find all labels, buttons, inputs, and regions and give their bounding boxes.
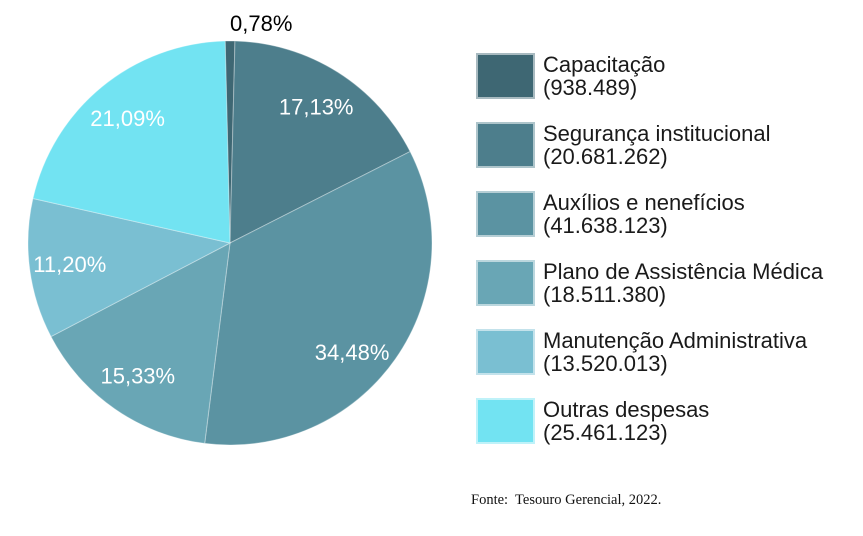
legend-swatch bbox=[476, 122, 535, 168]
legend-label: Plano de Assistência Médica bbox=[543, 259, 824, 284]
pie-slice-5 bbox=[27, 197, 232, 338]
legend-value: (20.681.262) bbox=[543, 144, 668, 169]
legend-text: Plano de Assistência Médica (18.511.380) bbox=[543, 260, 823, 306]
legend-item: Manutenção Administrativa (13.520.013) bbox=[476, 329, 823, 375]
legend-swatch bbox=[476, 398, 535, 444]
legend: Capacitação (938.489) Segurança instituc… bbox=[476, 53, 823, 444]
legend-label: Segurança institucional bbox=[543, 121, 771, 146]
pie-slice-1 bbox=[224, 40, 236, 244]
slice-percent-label: 15,33% bbox=[100, 364, 175, 389]
legend-label: Capacitação bbox=[543, 52, 666, 77]
source-note: Fonte: Tesouro Gerencial, 2022. bbox=[471, 492, 662, 508]
legend-value: (13.520.013) bbox=[543, 351, 668, 376]
pie-slice-2 bbox=[229, 40, 411, 244]
pie-slice-3 bbox=[204, 150, 433, 446]
legend-value: (25.461.123) bbox=[543, 420, 668, 445]
legend-swatch bbox=[476, 260, 535, 306]
legend-label: Auxílios e nenefícios bbox=[543, 190, 745, 215]
legend-swatch bbox=[476, 191, 535, 237]
slice-percent-label: 21,09% bbox=[90, 106, 165, 131]
legend-item: Capacitação (938.489) bbox=[476, 53, 823, 99]
legend-item: Outras despesas (25.461.123) bbox=[476, 398, 823, 444]
legend-label: Manutenção Administrativa bbox=[543, 328, 808, 353]
slice-percent-label: 11,20% bbox=[33, 252, 106, 277]
legend-value: (18.511.380) bbox=[543, 282, 667, 307]
slice-percent-label: 17,13% bbox=[279, 94, 354, 119]
legend-value: (938.489) bbox=[543, 75, 638, 100]
legend-label: Outras despesas bbox=[543, 397, 710, 422]
legend-value: (41.638.123) bbox=[543, 213, 668, 238]
legend-item: Auxílios e nenefícios (41.638.123) bbox=[476, 191, 823, 237]
legend-text: Manutenção Administrativa (13.520.013) bbox=[543, 329, 807, 375]
legend-swatch bbox=[476, 53, 535, 99]
legend-text: Outras despesas (25.461.123) bbox=[543, 398, 709, 444]
pie-slice-4 bbox=[50, 242, 231, 444]
legend-item: Segurança institucional (20.681.262) bbox=[476, 122, 823, 168]
pie-slice-6 bbox=[32, 40, 231, 244]
legend-text: Auxílios e nenefícios (41.638.123) bbox=[543, 191, 745, 237]
legend-item: Plano de Assistência Médica (18.511.380) bbox=[476, 260, 823, 306]
slice-percent-label: 34,48% bbox=[315, 340, 390, 365]
legend-text: Capacitação (938.489) bbox=[543, 53, 665, 99]
slice-percent-label: 0,78% bbox=[230, 11, 292, 36]
legend-text: Segurança institucional (20.681.262) bbox=[543, 122, 770, 168]
legend-swatch bbox=[476, 329, 535, 375]
